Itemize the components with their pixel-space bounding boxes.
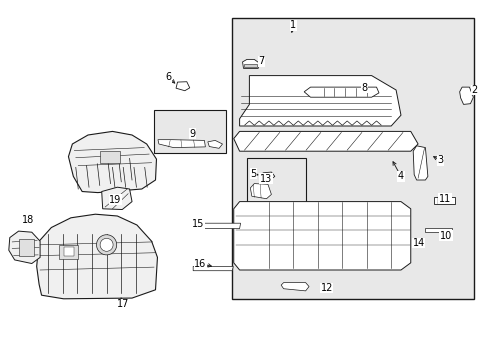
Text: 2: 2 — [470, 85, 476, 95]
Text: 3: 3 — [436, 155, 442, 165]
Text: 16: 16 — [194, 258, 206, 269]
Bar — [19, 239, 34, 256]
Bar — [63, 247, 74, 256]
Polygon shape — [9, 231, 40, 264]
Text: 13: 13 — [259, 174, 272, 184]
Polygon shape — [233, 202, 410, 270]
Polygon shape — [250, 184, 271, 199]
Text: 17: 17 — [117, 299, 129, 309]
Text: 9: 9 — [189, 129, 195, 139]
Polygon shape — [242, 59, 259, 68]
Text: 15: 15 — [192, 219, 204, 229]
Polygon shape — [262, 172, 274, 180]
Polygon shape — [158, 140, 205, 148]
Text: 18: 18 — [22, 215, 35, 225]
Circle shape — [96, 235, 117, 255]
Polygon shape — [193, 266, 233, 271]
Text: 7: 7 — [258, 56, 264, 66]
Text: 14: 14 — [411, 238, 424, 248]
Text: 10: 10 — [439, 231, 451, 241]
Polygon shape — [37, 214, 157, 299]
Polygon shape — [207, 140, 222, 148]
Text: 5: 5 — [250, 169, 256, 179]
Bar — [59, 245, 78, 259]
Polygon shape — [193, 223, 240, 229]
Polygon shape — [176, 82, 189, 91]
Polygon shape — [304, 87, 378, 97]
Text: 8: 8 — [361, 83, 366, 93]
Polygon shape — [281, 283, 308, 291]
Text: 12: 12 — [320, 283, 332, 293]
Bar — [244, 64, 257, 67]
Text: 6: 6 — [165, 72, 171, 82]
Text: 4: 4 — [397, 171, 403, 181]
Text: 11: 11 — [438, 194, 450, 204]
Polygon shape — [68, 131, 156, 193]
Text: 1: 1 — [290, 20, 296, 30]
Bar — [433, 197, 454, 204]
Bar — [100, 151, 120, 163]
Text: 19: 19 — [109, 195, 122, 205]
Polygon shape — [233, 131, 417, 151]
Polygon shape — [239, 76, 400, 126]
Bar — [425, 228, 451, 232]
Polygon shape — [102, 187, 132, 210]
Polygon shape — [412, 146, 427, 180]
Circle shape — [100, 238, 113, 251]
Polygon shape — [232, 18, 473, 299]
Polygon shape — [459, 87, 472, 104]
Bar — [153, 110, 225, 153]
Bar — [246, 158, 305, 209]
